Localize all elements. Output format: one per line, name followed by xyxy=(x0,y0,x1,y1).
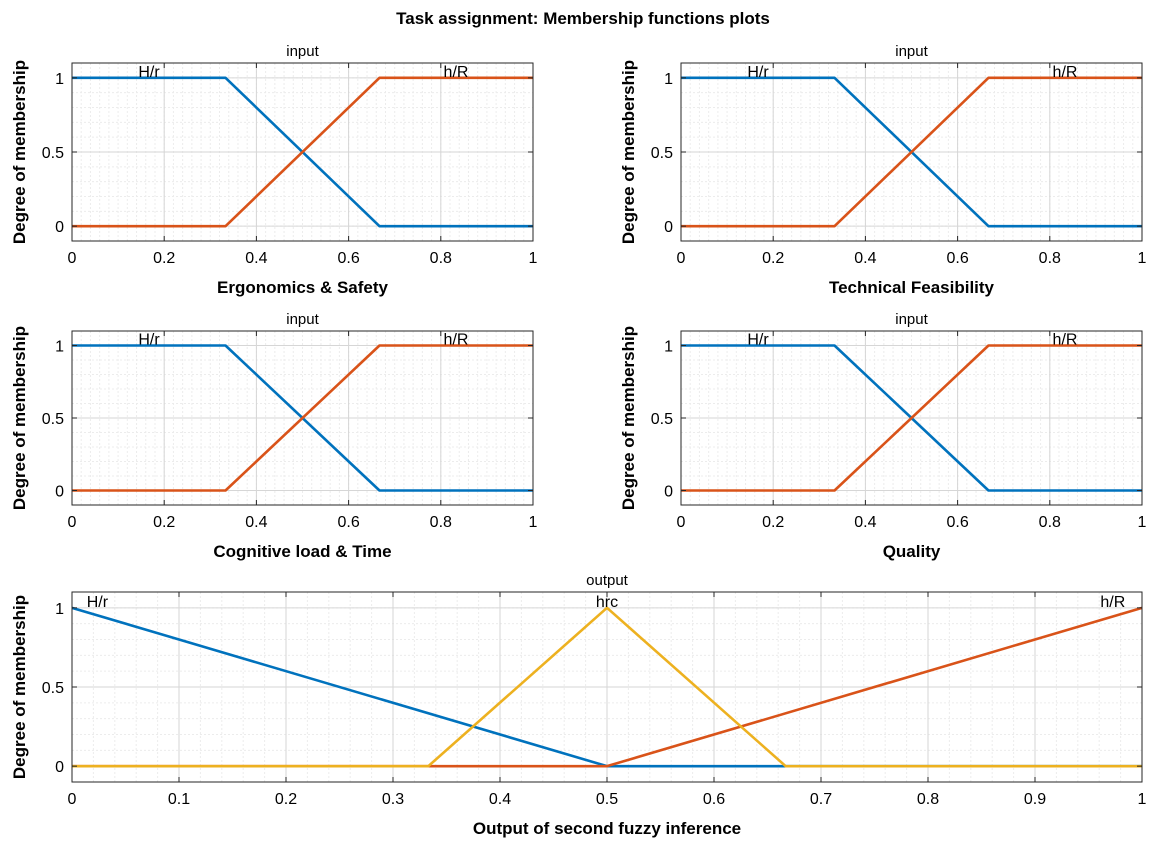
x-tick-label: 0.2 xyxy=(275,791,297,808)
membership-function-label: h/R xyxy=(1100,594,1125,611)
x-tick-label: 0.4 xyxy=(245,250,267,267)
series-line-h-r xyxy=(681,344,1142,492)
x-tick-label: 0.2 xyxy=(762,250,784,267)
axes-title: output xyxy=(586,572,629,589)
subplot-grid: 0 0.2 0.4 0.6 0.8 1 0 0.5 1 H/r h/R input Ergonomics… xyxy=(10,43,1147,838)
x-tick-label: 0.4 xyxy=(854,250,876,267)
y-tick-label: 0.5 xyxy=(651,411,673,428)
x-tick-label: 0.6 xyxy=(946,514,968,531)
x-tick-label: 0.3 xyxy=(382,791,404,808)
y-tick-label: 0 xyxy=(664,484,673,501)
membership-function-label: h/R xyxy=(444,332,469,349)
x-tick-label: 0.8 xyxy=(1039,514,1061,531)
membership-function-label: H/r xyxy=(87,594,109,611)
axes-title: input xyxy=(895,311,928,328)
x-tick-label: 1 xyxy=(1138,250,1147,267)
x-tick-label: 0 xyxy=(677,250,686,267)
y-axis-label: Degree of membership xyxy=(619,60,638,244)
y-tick-label: 1 xyxy=(55,71,64,88)
x-tick-label: 1 xyxy=(1138,514,1147,531)
y-axis-label: Degree of membership xyxy=(10,60,29,244)
y-tick-label: 0 xyxy=(55,759,64,776)
x-tick-label: 0.6 xyxy=(703,791,725,808)
x-tick-label: 0.2 xyxy=(153,250,175,267)
x-axis-label: Quality xyxy=(883,542,941,561)
x-tick-label: 0.2 xyxy=(153,514,175,531)
series-line-h-r xyxy=(681,76,1142,228)
y-tick-label: 1 xyxy=(55,339,64,356)
x-tick-label: 0.8 xyxy=(917,791,939,808)
membership-function-label: h/R xyxy=(444,64,469,81)
y-tick-label: 1 xyxy=(664,339,673,356)
x-tick-label: 1 xyxy=(529,250,538,267)
x-tick-label: 0.8 xyxy=(1039,250,1061,267)
x-tick-label: 0 xyxy=(677,514,686,531)
x-tick-label: 0 xyxy=(68,791,77,808)
x-tick-label: 0 xyxy=(68,250,77,267)
x-axis-label: Technical Feasibility xyxy=(829,278,995,297)
y-axis-label: Degree of membership xyxy=(10,595,29,779)
x-tick-label: 0.4 xyxy=(489,791,511,808)
subplot-4: 0 0.2 0.4 0.6 0.8 1 0 0.5 1 H/r h/R input Quality Deg… xyxy=(619,311,1147,561)
x-axis-label: Output of second fuzzy inference xyxy=(473,819,741,838)
subplot-2: 0 0.2 0.4 0.6 0.8 1 0 0.5 1 H/r h/R input Technical … xyxy=(619,43,1147,297)
membership-function-label: hrc xyxy=(596,594,618,611)
x-tick-label: 0.6 xyxy=(337,250,359,267)
x-tick-label: 0 xyxy=(68,514,77,531)
y-tick-label: 1 xyxy=(664,71,673,88)
x-tick-label: 0.6 xyxy=(337,514,359,531)
y-axis-label: Degree of membership xyxy=(619,326,638,510)
y-tick-label: 0.5 xyxy=(651,145,673,162)
figure-title: Task assignment: Membership functions pl… xyxy=(396,9,770,28)
x-tick-label: 0.8 xyxy=(430,514,452,531)
x-tick-label: 0.9 xyxy=(1024,791,1046,808)
y-tick-label: 0 xyxy=(664,219,673,236)
x-tick-label: 0.1 xyxy=(168,791,190,808)
x-tick-label: 1 xyxy=(529,514,538,531)
y-tick-label: 0.5 xyxy=(42,680,64,697)
subplot-3: 0 0.2 0.4 0.6 0.8 1 0 0.5 1 H/r h/R input Cognitive … xyxy=(10,311,538,561)
y-tick-label: 0 xyxy=(55,219,64,236)
x-tick-label: 1 xyxy=(1138,791,1147,808)
axes-title: input xyxy=(895,43,928,60)
axes-title: input xyxy=(286,43,319,60)
y-tick-label: 0.5 xyxy=(42,145,64,162)
x-tick-label: 0.6 xyxy=(946,250,968,267)
x-tick-label: 0.4 xyxy=(854,514,876,531)
y-axis-label: Degree of membership xyxy=(10,326,29,510)
membership-function-label: H/r xyxy=(138,332,160,349)
membership-function-label: h/R xyxy=(1053,64,1078,81)
series-line-hrc xyxy=(72,606,1142,768)
axes-title: input xyxy=(286,311,319,328)
membership-function-label: H/r xyxy=(747,332,769,349)
subplot-5: 0 0.1 0.2 0.3 0.4 0.5 0.6 0.7 0.8 0.9 1 0 0.5 1 H/r hrc… xyxy=(10,572,1147,838)
y-tick-label: 0 xyxy=(55,484,64,501)
x-tick-label: 0.7 xyxy=(810,791,832,808)
x-tick-label: 0.5 xyxy=(596,791,618,808)
y-tick-label: 0.5 xyxy=(42,411,64,428)
membership-function-label: h/R xyxy=(1053,332,1078,349)
x-tick-label: 0.8 xyxy=(430,250,452,267)
membership-function-label: H/r xyxy=(747,64,769,81)
y-tick-label: 1 xyxy=(55,601,64,618)
x-axis-label: Ergonomics & Safety xyxy=(217,278,389,297)
series-line-h-r xyxy=(72,76,533,228)
x-tick-label: 0.4 xyxy=(245,514,267,531)
subplot-1: 0 0.2 0.4 0.6 0.8 1 0 0.5 1 H/r h/R input Ergonomics… xyxy=(10,43,538,297)
x-axis-label: Cognitive load & Time xyxy=(213,542,391,561)
series-line-h-r xyxy=(72,344,533,492)
membership-function-label: H/r xyxy=(138,64,160,81)
x-tick-label: 0.2 xyxy=(762,514,784,531)
